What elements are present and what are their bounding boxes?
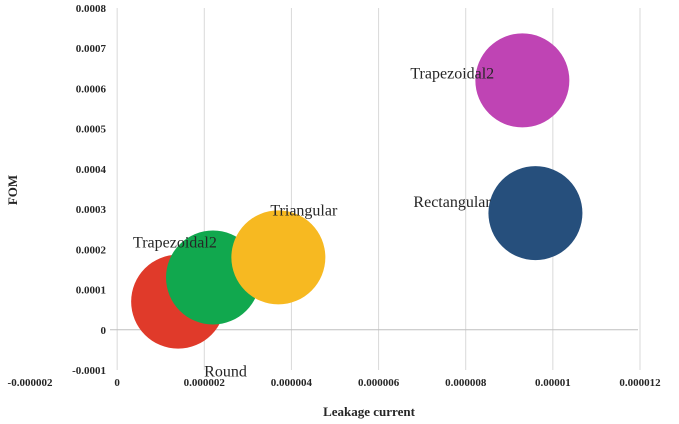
x-tick-label: 0.000002 bbox=[184, 377, 226, 389]
y-tick-label: 0.0001 bbox=[76, 285, 106, 297]
x-tick-label: 0.00001 bbox=[535, 377, 571, 389]
y-tick-label: 0.0008 bbox=[76, 3, 107, 15]
y-axis-ticks: -0.0001 0 0.0001 0.0002 0.0003 0.0004 0.0005 0.… bbox=[72, 3, 106, 377]
y-tick-label: 0.0004 bbox=[76, 164, 107, 176]
x-tick-label: 0.000008 bbox=[445, 377, 487, 389]
y-axis-title: FOM bbox=[5, 175, 20, 205]
bubble-labels: Round Trapezoidal2 Triangular Rectangular Tr… bbox=[133, 65, 494, 380]
bubble-label: Rectangular bbox=[413, 194, 491, 211]
bubble-label: Round bbox=[204, 364, 247, 381]
y-tick-label: 0 bbox=[101, 325, 107, 337]
x-tick-label: 0.000004 bbox=[271, 377, 313, 389]
x-tick-label: -0.000002 bbox=[8, 377, 53, 389]
x-axis-title: Leakage current bbox=[323, 404, 415, 419]
bubble-trapezoidal2-4 bbox=[475, 33, 570, 128]
y-tick-label: 0.0005 bbox=[76, 124, 107, 136]
y-tick-label: 0.0003 bbox=[76, 204, 107, 216]
y-tick-label: 0.0002 bbox=[76, 244, 107, 256]
y-tick-label: -0.0001 bbox=[72, 365, 106, 377]
bubble-label: Trapezoidal2 bbox=[133, 234, 217, 251]
bubbles bbox=[131, 33, 583, 349]
bubble-triangular-2 bbox=[231, 210, 326, 305]
y-tick-label: 0.0007 bbox=[76, 43, 107, 55]
bubble-label: Trapezoidal2 bbox=[410, 65, 494, 82]
y-tick-label: 0.0006 bbox=[76, 83, 107, 95]
bubble-rectangular-3 bbox=[488, 166, 583, 261]
x-tick-label: 0 bbox=[114, 377, 120, 389]
x-tick-label: 0.000012 bbox=[619, 377, 661, 389]
x-tick-label: 0.000006 bbox=[358, 377, 400, 389]
bubble-label: Triangular bbox=[270, 202, 338, 219]
x-axis-ticks: -0.000002 0 0.000002 0.000004 0.000006 0.0000… bbox=[8, 377, 662, 389]
